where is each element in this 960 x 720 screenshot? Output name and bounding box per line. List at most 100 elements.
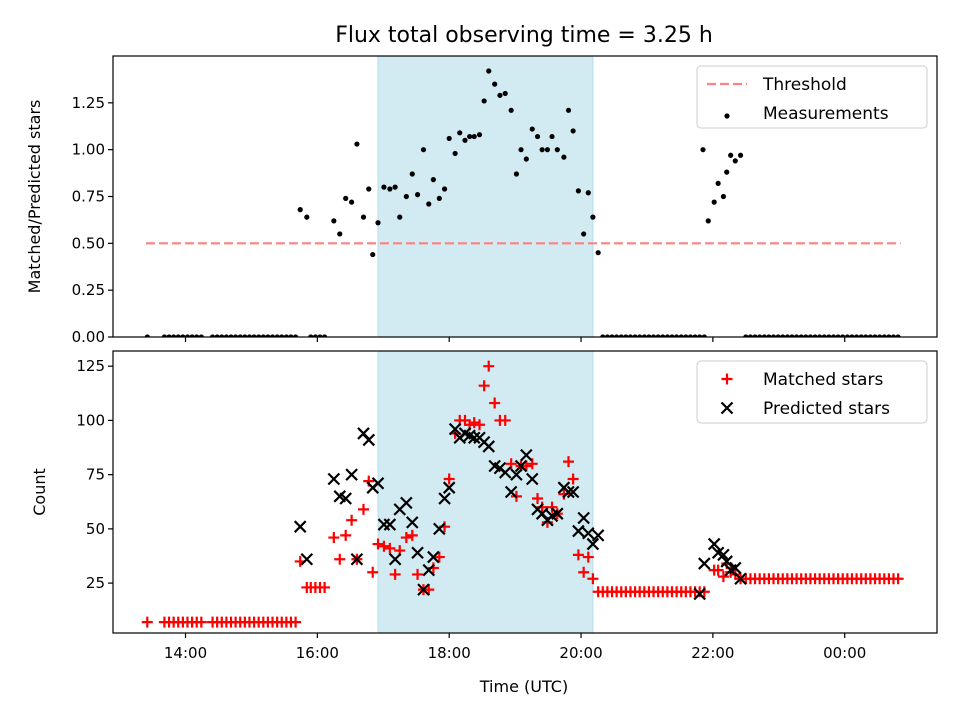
measurement-point xyxy=(655,334,661,337)
measurement-point xyxy=(331,218,337,224)
measurement-point xyxy=(166,334,172,337)
measurement-point xyxy=(600,334,606,337)
y-axis-label: Matched/Predicted stars xyxy=(25,100,44,294)
predicted-star-point xyxy=(693,587,706,601)
predicted-star-point xyxy=(510,468,523,481)
y-tick-label: 75 xyxy=(86,466,105,484)
predicted-star-point xyxy=(383,518,397,531)
measurement-point xyxy=(554,147,560,153)
predicted-star-point xyxy=(520,448,533,462)
measurement-point xyxy=(189,334,195,337)
predicted-star-point xyxy=(362,433,376,447)
measurement-point xyxy=(354,141,360,147)
measurement-point xyxy=(513,171,520,177)
measurement-point xyxy=(575,188,581,194)
measurement-point xyxy=(886,334,892,337)
measurement-point xyxy=(770,334,777,337)
measurement-point xyxy=(180,334,186,337)
y-tick-label: 0.25 xyxy=(72,281,105,299)
measurement-point xyxy=(256,334,262,337)
measurement-point xyxy=(844,334,850,337)
measurement-point xyxy=(370,251,376,258)
measurement-point xyxy=(761,334,767,337)
matched-star-point xyxy=(587,573,599,585)
measurement-point xyxy=(747,334,754,337)
measurement-point xyxy=(614,334,620,337)
measurement-point xyxy=(863,334,869,337)
measurement-point xyxy=(697,334,703,337)
measurement-point xyxy=(274,334,280,337)
legend-predicted-swatch xyxy=(720,401,734,415)
measurement-point xyxy=(793,334,800,337)
measurement-point xyxy=(381,184,387,190)
predicted-star-point xyxy=(339,492,352,505)
measurement-point xyxy=(420,147,427,153)
predicted-star-point xyxy=(433,522,446,536)
matched-star-point xyxy=(378,540,390,552)
measurement-point xyxy=(705,218,711,224)
measurement-point xyxy=(737,152,744,158)
matched-star-point xyxy=(563,456,575,468)
matched-star-point xyxy=(572,549,584,561)
measurement-point xyxy=(214,334,220,337)
matched-star-point xyxy=(443,473,455,485)
measurement-point xyxy=(867,334,874,337)
series-predicted-stars xyxy=(293,422,747,601)
measurement-point xyxy=(246,334,253,337)
series-measurements xyxy=(144,68,901,337)
matched-star-point xyxy=(499,414,511,426)
measurement-point xyxy=(228,334,234,337)
predicted-star-point xyxy=(405,516,419,529)
matched-star-point xyxy=(290,616,302,628)
measurement-point xyxy=(544,147,551,153)
predicted-star-point xyxy=(388,552,402,566)
measurement-point xyxy=(858,334,864,337)
predicted-star-point xyxy=(345,468,358,481)
predicted-star-point xyxy=(293,520,307,533)
measurement-point xyxy=(251,334,257,337)
measurement-point xyxy=(732,158,738,164)
measurement-point xyxy=(872,334,878,337)
matched-star-point xyxy=(474,419,486,431)
measurement-point xyxy=(297,207,303,213)
measurement-point xyxy=(604,334,610,337)
measurement-point xyxy=(175,334,181,337)
measurement-point xyxy=(757,334,763,337)
measurement-point xyxy=(565,107,572,113)
matched-star-point xyxy=(319,581,331,593)
legend-label: Threshold xyxy=(762,75,847,95)
measurement-point xyxy=(840,334,846,337)
measurement-point xyxy=(366,186,372,192)
legend-label: Predicted stars xyxy=(763,399,890,419)
matched-star-point xyxy=(892,573,904,585)
measurement-point xyxy=(430,177,436,183)
matched-star-point xyxy=(340,529,352,541)
predicted-star-point xyxy=(504,485,518,499)
legend-matched-swatch xyxy=(721,373,733,385)
matched-star-point xyxy=(546,501,558,513)
legend-box xyxy=(696,360,928,424)
measurement-point xyxy=(803,334,809,337)
measurement-point xyxy=(233,334,239,337)
measurement-point xyxy=(609,334,615,337)
measurement-point xyxy=(711,199,717,205)
matched-star-point xyxy=(406,529,418,541)
axes-frame xyxy=(112,350,938,634)
predicted-star-point xyxy=(566,485,580,499)
measurement-point xyxy=(664,334,670,337)
x-tick-label: 18:00 xyxy=(428,644,471,662)
x-tick-label: 14:00 xyxy=(164,644,207,662)
matched-star-point xyxy=(389,568,401,580)
measurement-point xyxy=(570,128,576,134)
measurement-point xyxy=(817,334,823,337)
measurement-point xyxy=(523,156,529,162)
measurement-point xyxy=(198,334,204,337)
measurement-point xyxy=(194,334,200,337)
measurement-point xyxy=(414,192,421,198)
y-tick-label: 0.75 xyxy=(72,188,105,206)
matched-star-point xyxy=(567,473,579,485)
measurement-point xyxy=(789,334,795,337)
measurement-point xyxy=(780,334,786,337)
measurement-point xyxy=(462,137,468,143)
measurement-point xyxy=(585,190,591,196)
